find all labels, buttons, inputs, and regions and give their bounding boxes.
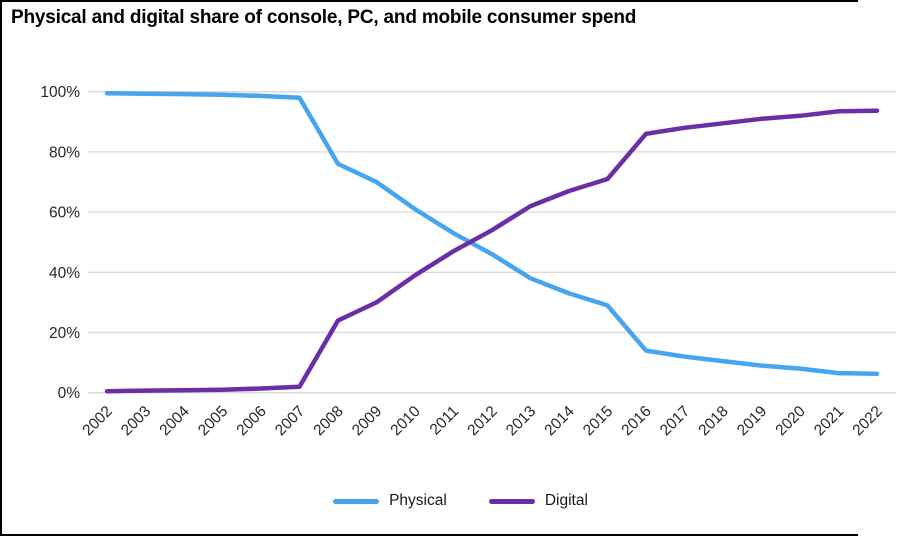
svg-text:2011: 2011 — [427, 403, 463, 439]
physical-line-swatch — [333, 498, 380, 504]
svg-text:2006: 2006 — [233, 403, 269, 439]
svg-text:2021: 2021 — [811, 403, 847, 439]
svg-text:2012: 2012 — [464, 403, 500, 439]
svg-text:2018: 2018 — [695, 403, 731, 439]
svg-text:2003: 2003 — [118, 403, 154, 439]
svg-text:2020: 2020 — [772, 403, 809, 440]
legend-item-digital: Digital — [488, 492, 588, 510]
svg-text:2009: 2009 — [349, 403, 385, 439]
svg-text:2019: 2019 — [734, 403, 770, 439]
frame-border-left — [0, 0, 2, 536]
svg-text:60%: 60% — [49, 205, 80, 222]
chart-title: Physical and digital share of console, P… — [11, 7, 637, 28]
svg-text:2007: 2007 — [272, 403, 308, 439]
chart-legend: Physical Digital — [0, 492, 921, 510]
svg-text:2002: 2002 — [79, 403, 115, 439]
frame-border-bottom — [0, 534, 858, 536]
svg-text:2017: 2017 — [657, 403, 693, 439]
svg-text:2010: 2010 — [387, 403, 424, 440]
svg-text:2014: 2014 — [541, 403, 578, 440]
svg-text:2013: 2013 — [503, 403, 539, 439]
svg-text:40%: 40% — [49, 265, 80, 282]
svg-text:2015: 2015 — [580, 403, 616, 439]
svg-text:100%: 100% — [40, 84, 80, 101]
svg-text:2004: 2004 — [156, 403, 193, 440]
svg-text:2016: 2016 — [618, 403, 654, 439]
svg-text:0%: 0% — [58, 385, 81, 402]
svg-text:80%: 80% — [49, 144, 80, 161]
svg-text:2008: 2008 — [310, 403, 346, 439]
svg-text:20%: 20% — [49, 325, 80, 342]
digital-line-swatch — [488, 498, 535, 504]
svg-text:2022: 2022 — [849, 403, 885, 439]
svg-text:2005: 2005 — [195, 403, 231, 439]
legend-item-physical: Physical — [333, 492, 447, 510]
frame-border-top — [0, 0, 858, 2]
legend-label-digital: Digital — [544, 492, 588, 509]
legend-label-physical: Physical — [389, 492, 447, 509]
